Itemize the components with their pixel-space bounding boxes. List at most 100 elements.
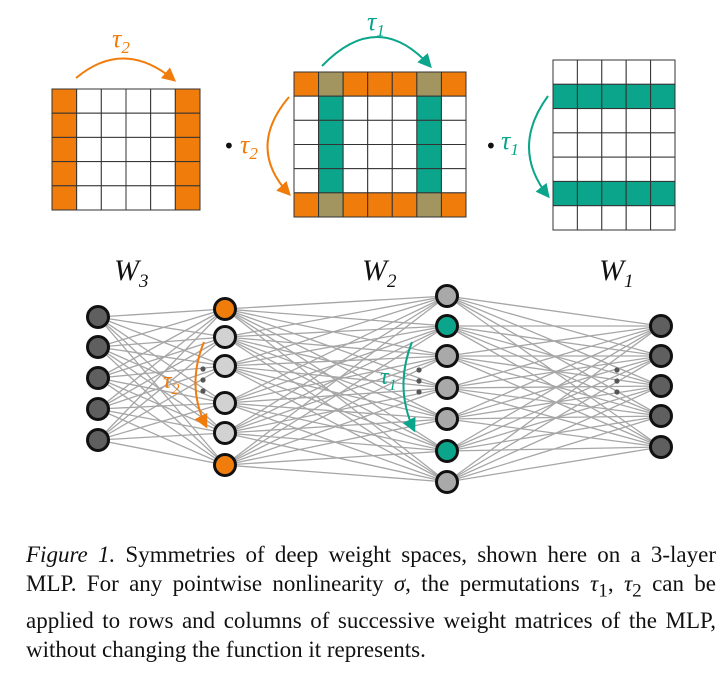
w2-cell [440, 144, 467, 170]
w2-cell [440, 119, 467, 146]
w3-cell [51, 112, 78, 138]
tau1-arrow-left-w1 [528, 95, 550, 199]
network-edge [446, 295, 662, 327]
w1-cell [576, 180, 603, 207]
w3-cell [125, 112, 152, 138]
network-edge [446, 355, 662, 420]
tau1-arrow-over-w2 [321, 36, 432, 69]
w2-cell [293, 95, 320, 121]
w1-cell [576, 205, 603, 231]
matrix-label-w3: W3 [114, 254, 149, 292]
w3-cell [100, 136, 127, 163]
layer-output-node [649, 314, 673, 338]
w2-cell [342, 144, 369, 170]
network-edge [97, 308, 226, 318]
network-edge [224, 365, 448, 452]
tau1-subscript: 1 [510, 140, 519, 159]
tau1-label-w1-left: τ1 [501, 126, 519, 159]
layer-hidden2-node [435, 407, 459, 431]
w2-cell [318, 71, 344, 97]
w1-cell [601, 205, 627, 231]
network-edge [224, 355, 448, 367]
w3-cell [174, 136, 201, 163]
w1-cell [650, 108, 676, 134]
network-edge [446, 325, 662, 420]
network-edge [97, 308, 226, 379]
w1-cell [552, 83, 578, 110]
network-edge [224, 295, 448, 404]
network-edge [224, 295, 448, 466]
w2-cell [293, 71, 320, 97]
w2-cell [293, 119, 320, 146]
w3-cell [125, 185, 152, 211]
network-edge [224, 365, 448, 389]
tau2-subscript: 2 [249, 144, 258, 163]
layer-hidden2-node [435, 376, 459, 400]
w2-cell [416, 168, 442, 194]
network-nodes [86, 284, 673, 494]
w1-cell [625, 205, 652, 231]
tau2-arrow-over-w3 [75, 57, 177, 82]
caption-text-1: Symmetries of deep weight spaces, shown … [26, 542, 716, 596]
network-edge [446, 325, 662, 357]
w2-cell [391, 119, 418, 146]
network-edge [224, 464, 448, 483]
layer-hidden1-node [213, 354, 237, 378]
layer-input-node [86, 335, 110, 359]
w1-cell [601, 108, 627, 134]
w2-cell [318, 168, 344, 194]
network-edge [224, 295, 448, 310]
w2-cell [391, 192, 418, 218]
w2-cell [318, 192, 344, 218]
w3-cell [100, 112, 127, 138]
w1-cell [650, 180, 676, 207]
w3-cell [125, 88, 152, 114]
w1-cell [552, 205, 578, 231]
network-edge [97, 402, 226, 441]
network-edge [224, 308, 448, 327]
w1-cell [650, 83, 676, 110]
w1-cell [601, 156, 627, 182]
w1-cell [552, 132, 578, 158]
layer-input-node [86, 428, 110, 452]
w3-cell [174, 88, 201, 114]
network-edge [224, 295, 448, 434]
w3-cell [51, 136, 78, 163]
w1-cell [625, 156, 652, 182]
network-edges [97, 295, 662, 483]
caption-tau1: τ [590, 571, 599, 596]
w1-cell [650, 59, 676, 85]
w3-cell [51, 185, 78, 211]
w2-cell [416, 119, 442, 146]
tau1-label-hidden2: τ1 [380, 364, 397, 394]
network-edge [97, 308, 226, 410]
network-edge [97, 432, 226, 441]
matrix-w1 [552, 59, 676, 231]
w2-cell [342, 168, 369, 194]
tau2-symbol: τ [112, 24, 123, 53]
w3-cell [174, 185, 201, 211]
tau1-label-w2-top: τ1 [367, 7, 385, 40]
w2-cell [367, 119, 393, 146]
network-edge [446, 385, 662, 483]
figure-caption: Figure 1. Symmetries of deep weight spac… [26, 540, 716, 664]
network-edge [224, 355, 448, 466]
network-edge [97, 308, 226, 441]
w2-cell [367, 95, 393, 121]
w3-cell [76, 136, 102, 163]
network-edge [446, 355, 662, 417]
w2-cell [391, 95, 418, 121]
w1-cell [552, 180, 578, 207]
w1-cell [650, 156, 676, 182]
w2-cell [318, 95, 344, 121]
layer-hidden2-node [435, 439, 459, 463]
w1-cell [601, 180, 627, 207]
w1-cell [576, 83, 603, 110]
w3-cell [76, 88, 102, 114]
tau2-subscript: 2 [121, 38, 130, 57]
w3-cell [76, 185, 102, 211]
layer-hidden2-node [435, 284, 459, 308]
caption-tau2-sub: 2 [632, 580, 642, 602]
ellipsis-hidden1 [200, 366, 206, 394]
matrix-w2 [293, 71, 467, 218]
